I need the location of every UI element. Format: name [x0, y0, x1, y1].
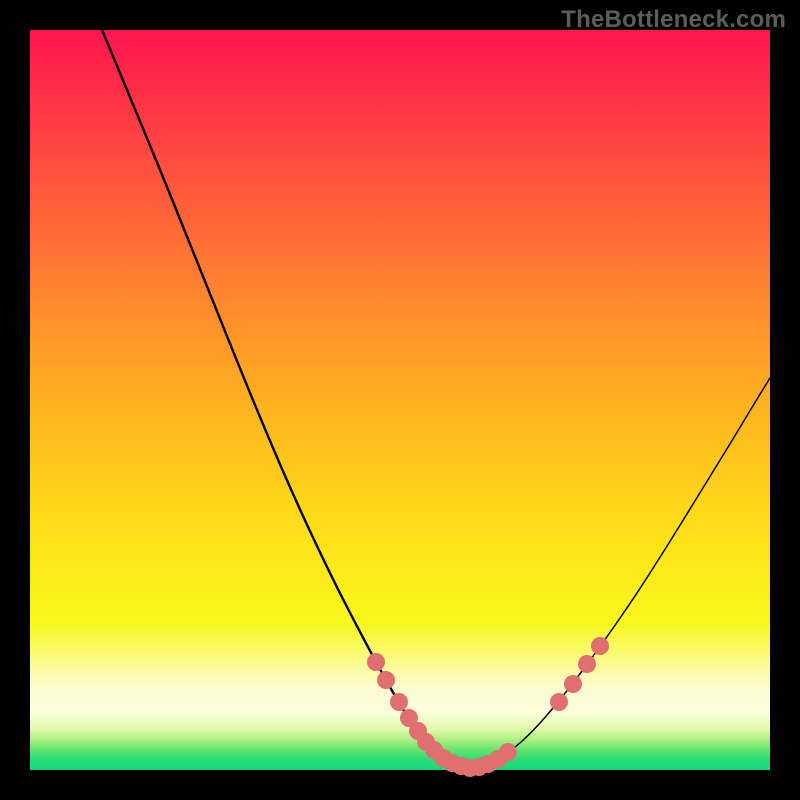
- watermark-text: TheBottleneck.com: [561, 6, 786, 34]
- marker-point: [499, 743, 517, 761]
- curve-layer: [30, 30, 770, 770]
- chart-canvas: TheBottleneck.com: [0, 0, 800, 800]
- v-curve-right: [470, 378, 770, 768]
- plot-area: [30, 30, 770, 770]
- marker-point: [550, 693, 568, 711]
- marker-point: [591, 637, 609, 655]
- marker-group: [367, 637, 609, 777]
- marker-point: [578, 655, 596, 673]
- marker-point: [564, 675, 582, 693]
- marker-point: [367, 653, 385, 671]
- v-curve-left: [102, 30, 470, 768]
- marker-point: [377, 671, 395, 689]
- marker-point: [390, 693, 408, 711]
